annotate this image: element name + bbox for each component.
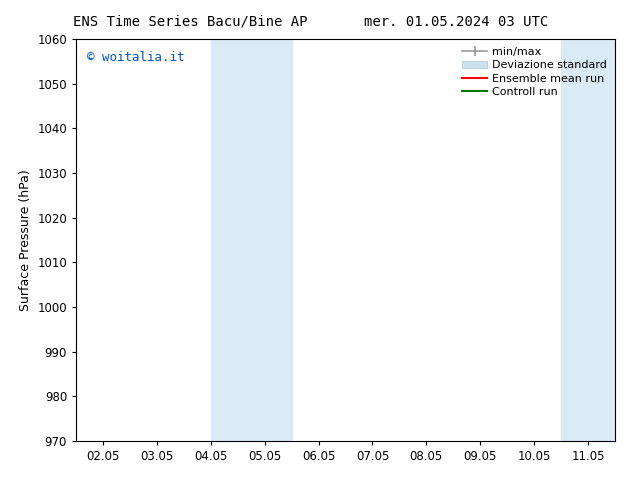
Legend: min/max, Deviazione standard, Ensemble mean run, Controll run: min/max, Deviazione standard, Ensemble m… — [460, 45, 609, 99]
Text: mer. 01.05.2024 03 UTC: mer. 01.05.2024 03 UTC — [365, 15, 548, 29]
Text: ENS Time Series Bacu/Bine AP: ENS Time Series Bacu/Bine AP — [73, 15, 307, 29]
Bar — [210, 39, 238, 441]
Bar — [561, 39, 615, 441]
Text: © woitalia.it: © woitalia.it — [87, 51, 184, 64]
Y-axis label: Surface Pressure (hPa): Surface Pressure (hPa) — [19, 169, 32, 311]
Bar — [238, 39, 292, 441]
